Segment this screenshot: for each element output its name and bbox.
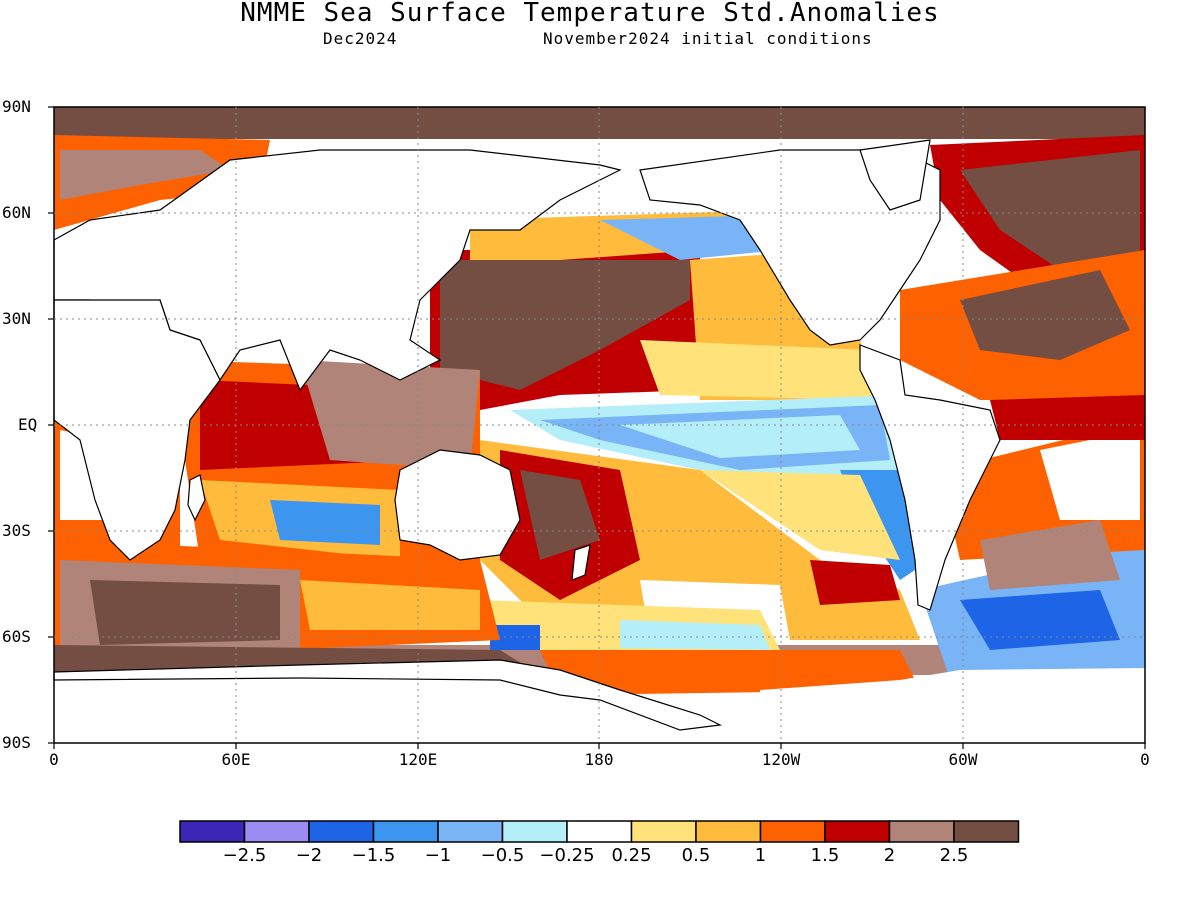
continents	[53, 139, 1145, 743]
colorbar-swatch	[759, 820, 826, 843]
lon-label-120e: 120E	[398, 750, 438, 769]
lon-label-60w: 60W	[948, 750, 978, 769]
colorbar-swatch	[501, 820, 568, 843]
graticule	[54, 107, 1145, 743]
lat-label-60n: 60N	[2, 203, 31, 222]
colorbar-swatch	[953, 820, 1020, 843]
colorbar-swatch	[243, 820, 310, 843]
forecast-month: Dec2024	[323, 29, 398, 48]
map-title: NMME Sea Surface Temperature Std.Anomali…	[240, 0, 940, 28]
lon-label-0: 0	[49, 750, 59, 769]
map-field	[54, 107, 1145, 695]
colorbar-label: 1	[754, 845, 767, 866]
colorbar-swatch	[566, 820, 633, 843]
colorbar-swatch	[695, 820, 762, 843]
lon-label-0-east: 0	[1140, 750, 1150, 769]
colorbar-label: 0.25	[611, 845, 652, 866]
axis-ticks	[48, 106, 1146, 749]
colorbar-swatch	[372, 820, 439, 843]
colorbar-label: 1.5	[810, 845, 840, 866]
lat-label-90n: 90N	[2, 97, 31, 116]
colorbar-swatch	[824, 820, 891, 843]
colorbar-swatch	[308, 820, 375, 843]
lon-label-120w: 120W	[761, 750, 801, 769]
colorbar-label: 2	[883, 845, 896, 866]
colorbar-label: −1	[424, 845, 452, 866]
lat-label-30s: 30S	[2, 521, 31, 540]
colorbar	[179, 820, 1020, 843]
colorbar-label: −0.25	[539, 845, 595, 866]
colorbar-label: 2.5	[939, 845, 969, 866]
colorbar-label: −1.5	[351, 845, 396, 866]
lon-label-60e: 60E	[221, 750, 251, 769]
lat-label-30n: 30N	[2, 309, 31, 328]
lat-label-60s: 60S	[2, 627, 31, 646]
initial-conditions: November2024 initial conditions	[543, 29, 873, 48]
colorbar-label: −2	[295, 845, 323, 866]
colorbar-swatch	[179, 820, 246, 843]
colorbar-swatch	[888, 820, 955, 843]
colorbar-label: −0.5	[480, 845, 525, 866]
lat-label-90s: 90S	[2, 733, 31, 752]
colorbar-swatch	[630, 820, 697, 843]
colorbar-swatch	[437, 820, 504, 843]
lat-label-eq: EQ	[18, 415, 38, 434]
colorbar-label: 0.5	[681, 845, 711, 866]
colorbar-label: −2.5	[222, 845, 267, 866]
lon-label-180: 180	[584, 750, 614, 769]
